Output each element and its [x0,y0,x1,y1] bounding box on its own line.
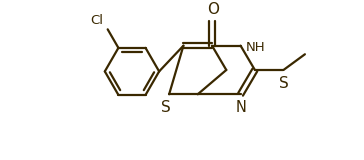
Text: NH: NH [246,41,265,54]
Text: S: S [279,76,289,91]
Text: N: N [236,100,247,115]
Text: O: O [207,2,219,17]
Text: Cl: Cl [90,14,103,27]
Text: S: S [161,100,171,115]
